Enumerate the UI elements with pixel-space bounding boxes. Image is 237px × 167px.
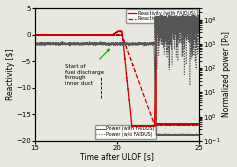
Legend: Power (with FAIDUS), Power (w/o FAIDUS): Power (with FAIDUS), Power (w/o FAIDUS): [95, 125, 156, 139]
Y-axis label: Reactivity [$]: Reactivity [$]: [5, 49, 14, 100]
Y-axis label: Normalized power [P₀]: Normalized power [P₀]: [223, 32, 232, 117]
X-axis label: Time after ULOF [s]: Time after ULOF [s]: [80, 152, 154, 161]
Text: Start of
fuel discharge
through
inner duct: Start of fuel discharge through inner du…: [64, 49, 109, 86]
